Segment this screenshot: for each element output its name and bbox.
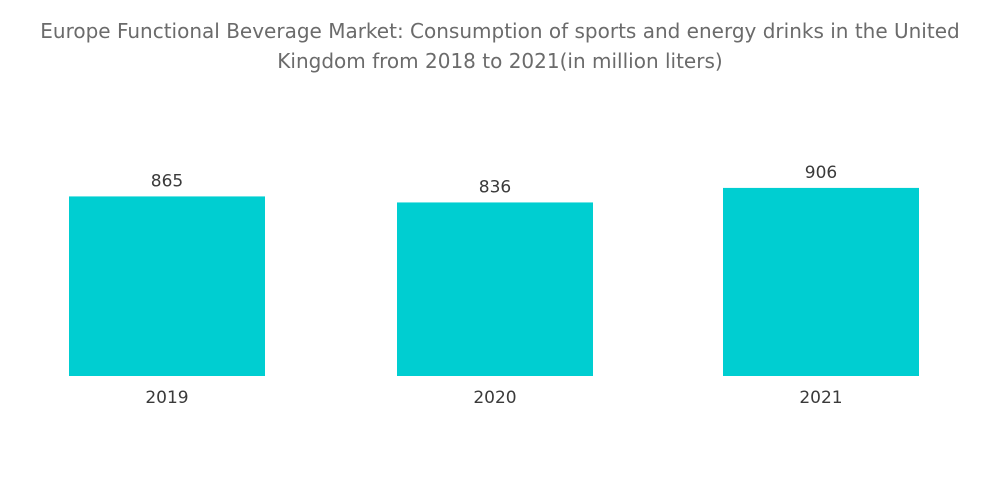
data-label-2021: 906 — [805, 163, 837, 183]
bars-group — [69, 187, 919, 376]
labels-group: 865 2019 836 2020 906 2021 — [145, 163, 842, 408]
bar-2021 — [723, 187, 919, 376]
x-tick-label-2020: 2020 — [473, 388, 516, 408]
bar-2020 — [397, 202, 593, 376]
x-tick-label-2019: 2019 — [145, 388, 188, 408]
bar-2019 — [69, 196, 265, 376]
chart-title: Europe Functional Beverage Market: Consu… — [40, 19, 960, 73]
x-tick-label-2021: 2021 — [799, 388, 842, 408]
data-label-2020: 836 — [479, 177, 511, 197]
data-label-2019: 865 — [151, 171, 183, 191]
